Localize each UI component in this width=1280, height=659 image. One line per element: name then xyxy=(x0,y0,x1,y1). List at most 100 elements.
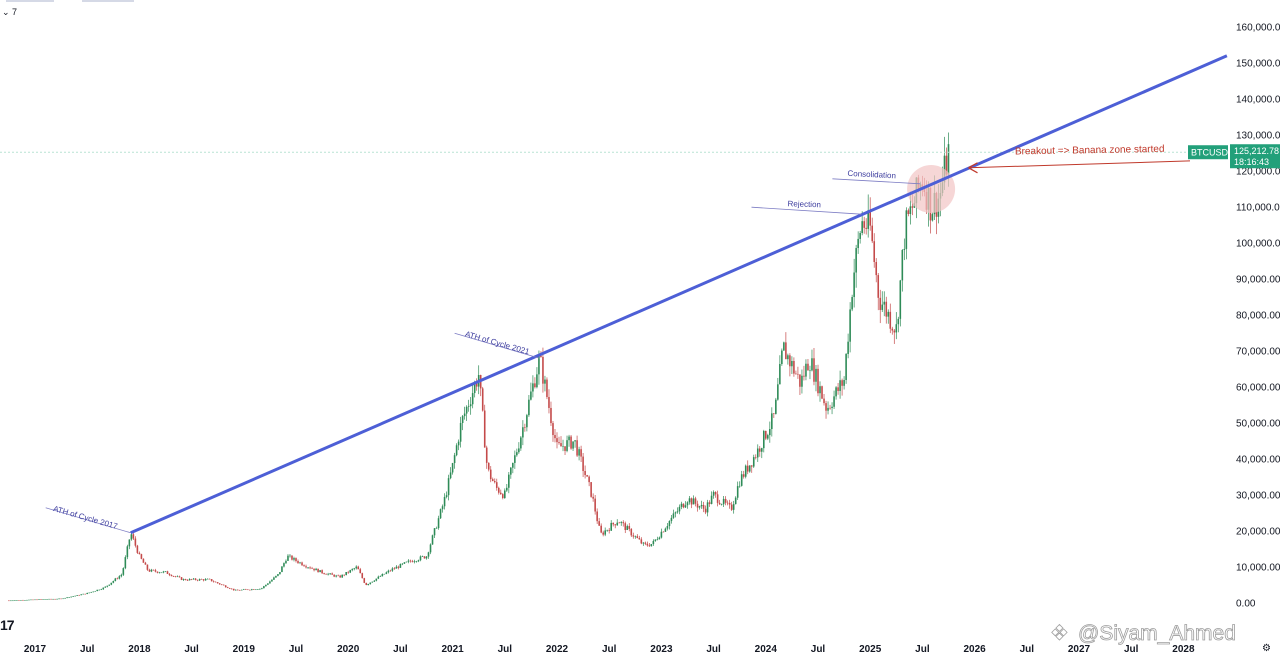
y-tick-label: 60,000.00 xyxy=(1236,383,1280,394)
toolbar-tab-left[interactable] xyxy=(6,0,54,2)
candle-body xyxy=(720,504,723,505)
candle-body xyxy=(395,566,398,569)
candle-body xyxy=(445,495,448,497)
candle-body xyxy=(226,587,229,589)
candle-body xyxy=(522,427,524,438)
candle-body xyxy=(142,558,145,563)
candle-body xyxy=(622,522,625,524)
candle-body xyxy=(339,575,341,578)
candle-body xyxy=(132,534,135,539)
candle-body xyxy=(540,355,542,358)
settings-icon[interactable]: ⚙ xyxy=(1262,643,1271,654)
candle-body xyxy=(90,591,93,593)
candle-body xyxy=(52,598,54,600)
candle-body xyxy=(114,578,117,581)
candle-body xyxy=(606,529,608,531)
candle-body xyxy=(582,456,584,472)
symbol-tag xyxy=(1188,145,1228,160)
candle-body xyxy=(469,404,472,407)
toolbar-tab-right[interactable] xyxy=(82,0,134,2)
x-tick-label: 2026 xyxy=(963,644,986,655)
annotation-line xyxy=(832,178,921,185)
candle-body xyxy=(293,558,295,560)
candle-body xyxy=(785,342,787,360)
candle-body xyxy=(837,387,839,391)
candle-body xyxy=(80,594,82,596)
candle-body xyxy=(56,598,58,600)
candle-body xyxy=(8,600,10,602)
candle-body xyxy=(261,588,263,589)
candle-body xyxy=(712,492,715,496)
candle-body xyxy=(62,598,64,600)
candle-body xyxy=(596,511,598,522)
candle-body xyxy=(34,599,36,601)
candle-body xyxy=(247,589,249,591)
candle-body xyxy=(758,448,761,452)
candle-body xyxy=(588,476,590,483)
candle-body xyxy=(514,455,516,463)
candle-body xyxy=(164,571,167,572)
candle-body xyxy=(311,568,313,569)
candle-body xyxy=(218,583,221,585)
candle-body xyxy=(594,498,596,512)
candle-body xyxy=(22,600,24,601)
x-tick-label: Jul xyxy=(498,644,513,655)
y-tick-label: 160,000.00 xyxy=(1236,23,1280,34)
candle-body xyxy=(130,534,133,540)
x-tick-label: Jul xyxy=(602,644,617,655)
candle-body xyxy=(847,341,849,354)
candle-body xyxy=(204,579,207,581)
candle-body xyxy=(756,448,759,458)
candle-body xyxy=(267,583,269,585)
candle-body xyxy=(909,206,912,215)
candle-body xyxy=(793,360,795,374)
candle-body xyxy=(417,560,420,562)
candle-body xyxy=(636,536,639,539)
candle-body xyxy=(815,368,817,382)
candle-body xyxy=(678,506,681,512)
candle-body xyxy=(116,578,119,580)
candle-body xyxy=(158,572,161,574)
candle-body xyxy=(752,457,755,467)
candle-body xyxy=(186,580,189,581)
candle-body xyxy=(449,472,452,479)
y-tick-label: 40,000.00 xyxy=(1236,455,1280,466)
candle-body xyxy=(572,441,574,449)
candle-body xyxy=(891,328,894,331)
candle-body xyxy=(325,573,327,575)
candle-body xyxy=(60,598,62,600)
y-tick-label: 50,000.00 xyxy=(1236,419,1280,430)
candle-body xyxy=(431,535,434,545)
trendline xyxy=(130,54,1228,535)
candle-body xyxy=(152,569,155,571)
candle-body xyxy=(499,492,502,495)
candle-body xyxy=(945,155,948,175)
candle-body xyxy=(299,562,301,564)
candle-body xyxy=(670,517,673,521)
candle-body xyxy=(208,578,211,580)
candle-body xyxy=(947,144,950,175)
candle-body xyxy=(495,482,498,488)
candle-body xyxy=(831,406,833,409)
candle-body xyxy=(877,275,880,298)
candle-body xyxy=(506,487,508,491)
candle-body xyxy=(827,407,829,411)
candle-body xyxy=(672,513,675,518)
interval-marker[interactable]: ⌄ 7 xyxy=(2,7,18,17)
candle-body xyxy=(650,543,653,547)
candle-body xyxy=(347,571,349,573)
candle-body xyxy=(652,540,655,544)
candle-body xyxy=(771,413,773,430)
candle-body xyxy=(172,576,175,577)
candle-body xyxy=(399,563,402,568)
candle-body xyxy=(136,545,139,553)
arrow-head-icon xyxy=(968,162,978,174)
candle-body xyxy=(355,566,358,569)
candle-body xyxy=(849,309,851,342)
candle-body xyxy=(439,509,442,519)
candle-body xyxy=(750,465,753,467)
candle-body xyxy=(857,238,859,249)
candle-body xyxy=(548,397,550,408)
y-tick-label: 80,000.00 xyxy=(1236,311,1280,322)
